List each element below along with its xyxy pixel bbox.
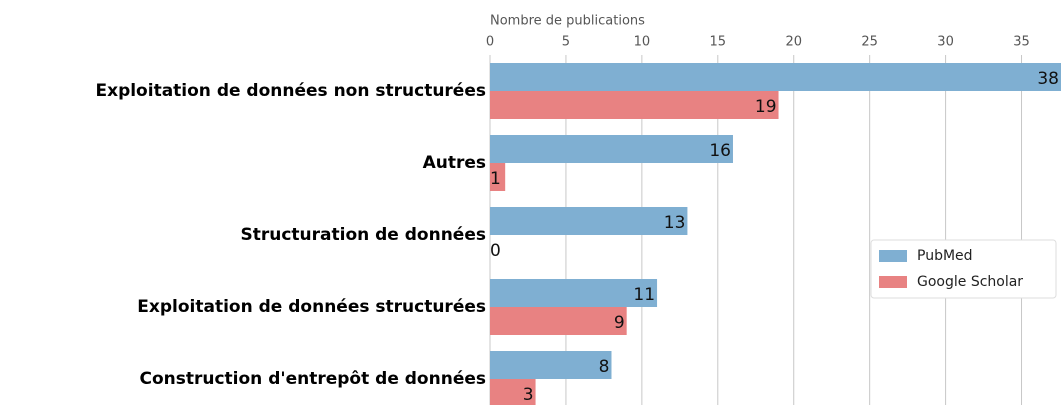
value-label: 3 bbox=[523, 385, 534, 405]
x-tick-label: 15 bbox=[710, 35, 727, 50]
value-label: 0 bbox=[490, 241, 501, 261]
bar bbox=[490, 307, 627, 335]
value-label: 13 bbox=[664, 213, 686, 233]
bar bbox=[490, 163, 506, 191]
value-label: 1 bbox=[490, 169, 501, 189]
value-label: 11 bbox=[633, 285, 655, 305]
value-label: 16 bbox=[709, 141, 731, 161]
x-axis-label: Nombre de publications bbox=[490, 14, 645, 29]
bar bbox=[490, 279, 658, 307]
x-tick-label: 20 bbox=[785, 35, 802, 50]
category-label: Exploitation de données non structurées bbox=[95, 81, 486, 101]
bar bbox=[490, 379, 536, 405]
bar bbox=[490, 91, 779, 119]
x-tick-label: 5 bbox=[562, 35, 570, 50]
value-label: 8 bbox=[599, 357, 610, 377]
x-tick-label: 30 bbox=[937, 35, 954, 50]
bar bbox=[490, 63, 1061, 91]
x-tick-label: 0 bbox=[486, 35, 494, 50]
legend-box bbox=[870, 239, 1057, 299]
x-tick-label: 10 bbox=[634, 35, 651, 50]
bar bbox=[490, 351, 612, 379]
category-label: Structuration de données bbox=[240, 225, 486, 245]
value-label: 38 bbox=[1037, 69, 1059, 89]
x-tick-label: 35 bbox=[1013, 35, 1030, 50]
value-label: 9 bbox=[614, 313, 625, 333]
legend-label: Google Scholar bbox=[917, 274, 1023, 290]
legend-swatch bbox=[879, 276, 907, 288]
bar bbox=[490, 135, 733, 163]
legend-label: PubMed bbox=[917, 248, 973, 264]
legend-swatch bbox=[879, 250, 907, 262]
category-label: Construction d'entrepôt de données bbox=[139, 369, 486, 389]
x-tick-label: 25 bbox=[861, 35, 878, 50]
bar bbox=[490, 207, 688, 235]
value-label: 19 bbox=[755, 97, 777, 117]
category-label: Autres bbox=[423, 153, 486, 173]
category-label: Exploitation de données structurées bbox=[137, 297, 486, 317]
